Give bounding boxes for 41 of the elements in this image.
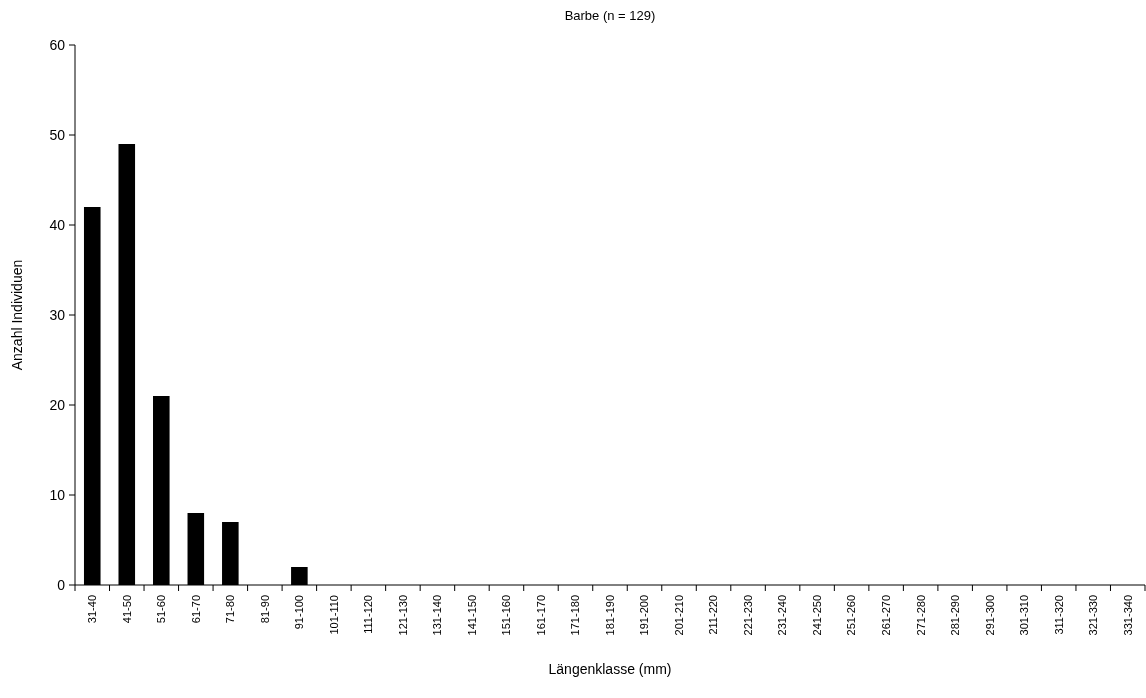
chart-title: Barbe (n = 129) bbox=[564, 8, 656, 23]
x-tick-label: 91-100 bbox=[293, 595, 306, 630]
y-axis-title: Anzahl Individuen bbox=[9, 259, 25, 371]
x-tick-label: 161-170 bbox=[534, 595, 547, 636]
y-tick-label: 0 bbox=[57, 576, 66, 593]
x-tick-label: 71-80 bbox=[224, 595, 237, 624]
x-tick-label: 151-160 bbox=[500, 595, 513, 636]
x-tick-label: 171-180 bbox=[569, 595, 582, 636]
x-tick-label: 201-210 bbox=[672, 595, 685, 636]
x-tick-label: 111-120 bbox=[362, 595, 375, 634]
x-tick-label: 241-250 bbox=[810, 595, 823, 636]
x-tick-label: 101-110 bbox=[327, 595, 340, 635]
x-tick-label: 321-330 bbox=[1087, 595, 1100, 636]
x-axis-title: Längenklasse (mm) bbox=[548, 661, 672, 677]
x-tick-label: 261-270 bbox=[879, 595, 892, 636]
x-tick-label: 231-240 bbox=[776, 595, 789, 636]
x-tick-label: 191-200 bbox=[638, 595, 651, 636]
y-tick-label: 20 bbox=[49, 396, 66, 413]
x-tick-label: 121-130 bbox=[396, 595, 409, 636]
y-tick-label: 10 bbox=[49, 486, 66, 503]
y-tick-label: 60 bbox=[49, 36, 66, 53]
x-tick-label: 311-320 bbox=[1052, 595, 1065, 635]
x-tick-label: 141-150 bbox=[465, 595, 478, 636]
x-tick-label: 331-340 bbox=[1121, 595, 1134, 636]
x-tick-label: 51-60 bbox=[155, 595, 168, 624]
x-tick-label: 61-70 bbox=[189, 595, 202, 624]
x-tick-label: 31-40 bbox=[86, 595, 99, 624]
x-tick-label: 291-300 bbox=[983, 595, 996, 636]
y-tick-label: 30 bbox=[49, 306, 66, 323]
y-tick-label: 50 bbox=[49, 126, 66, 143]
x-tick-label: 281-290 bbox=[949, 595, 962, 636]
x-tick-label: 41-50 bbox=[120, 595, 133, 624]
y-tick-label: 40 bbox=[49, 216, 66, 233]
x-tick-label: 211-220 bbox=[707, 595, 720, 635]
x-tick-label: 271-280 bbox=[914, 595, 927, 636]
x-tick-label: 301-310 bbox=[1018, 595, 1031, 636]
x-tick-label: 221-230 bbox=[741, 595, 754, 636]
x-tick-label: 81-90 bbox=[258, 595, 271, 624]
x-tick-label: 251-260 bbox=[845, 595, 858, 636]
x-tick-label: 181-190 bbox=[603, 595, 616, 636]
x-tick-label: 131-140 bbox=[431, 595, 444, 636]
